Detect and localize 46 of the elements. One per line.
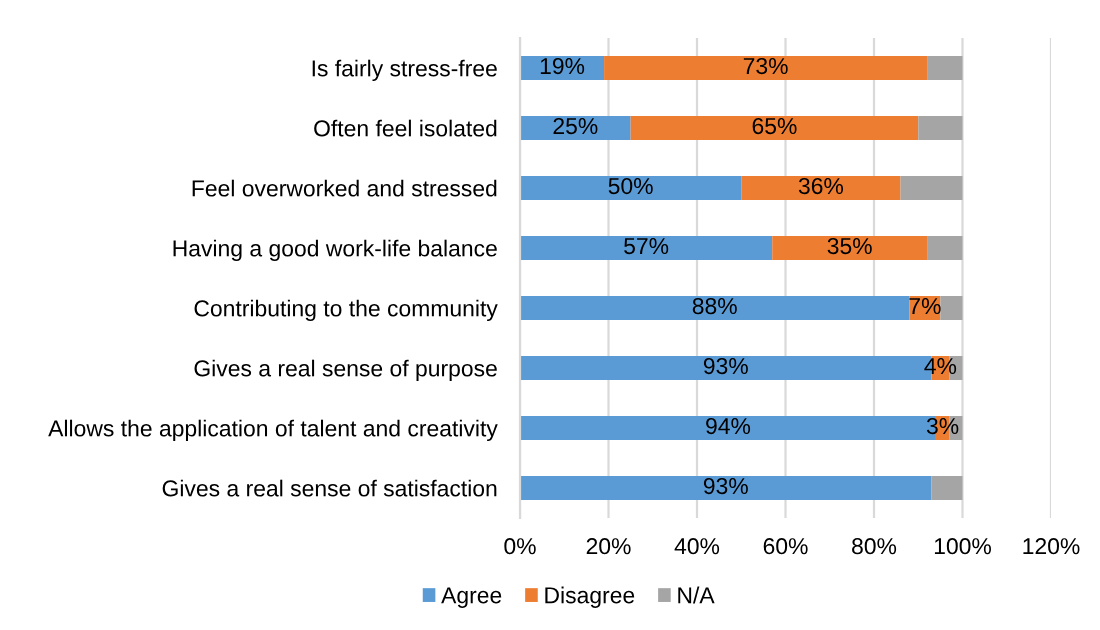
bar: [927, 236, 963, 260]
y-tick-label: Contributing to the community: [194, 299, 498, 322]
bar: [927, 56, 963, 80]
bar: [741, 176, 901, 200]
bar: [520, 176, 742, 200]
x-tick-label: 80%: [852, 538, 897, 555]
y-tick-label: Allows the application of talent and creativity: [48, 419, 498, 442]
bar: [630, 116, 919, 140]
legend-label: Agree: [441, 587, 502, 608]
x-tick-label: 40%: [674, 538, 720, 555]
y-tick-label: Gives a real sense of satisfaction: [162, 479, 497, 497]
bar: [520, 116, 631, 140]
y-tick-label: Feel overworked and stressed: [192, 179, 497, 197]
y-tick-label: Gives a real sense of purpose: [194, 359, 497, 382]
y-tick-label: Often feel isolated: [314, 119, 497, 137]
x-tick-label: 20%: [586, 538, 631, 555]
bar: [520, 296, 910, 320]
x-tick-label: 120%: [1023, 538, 1080, 555]
x-tick-label: 60%: [763, 538, 808, 555]
legend-label: Disagree: [545, 586, 635, 608]
bar: [918, 116, 963, 140]
data-label: 25%: [553, 117, 598, 135]
data-label: 7%: [909, 298, 941, 315]
x-tick-label: 100%: [934, 538, 991, 555]
legend-label: N/A: [678, 586, 715, 604]
data-label: 93%: [703, 477, 748, 495]
y-tick-label: Having a good work-life balance: [173, 239, 497, 262]
data-label: 94%: [706, 417, 751, 435]
bar: [900, 176, 963, 200]
data-label: 93%: [703, 357, 748, 375]
data-label: 50%: [608, 177, 653, 195]
data-label: 19%: [540, 57, 585, 75]
data-label: 88%: [692, 297, 737, 315]
data-label: 73%: [743, 57, 788, 75]
bar: [520, 476, 932, 500]
bar: [520, 236, 773, 260]
bar: [931, 476, 963, 500]
data-label: 36%: [798, 177, 844, 195]
bar: [604, 56, 928, 80]
x-tick-label: 0%: [504, 538, 536, 555]
bar: [772, 236, 928, 260]
y-tick-label: Is fairly stress-free: [312, 59, 497, 82]
data-label: 35%: [827, 237, 872, 255]
data-label: 57%: [624, 238, 669, 255]
bar: [940, 296, 963, 320]
data-label: 65%: [752, 117, 797, 135]
